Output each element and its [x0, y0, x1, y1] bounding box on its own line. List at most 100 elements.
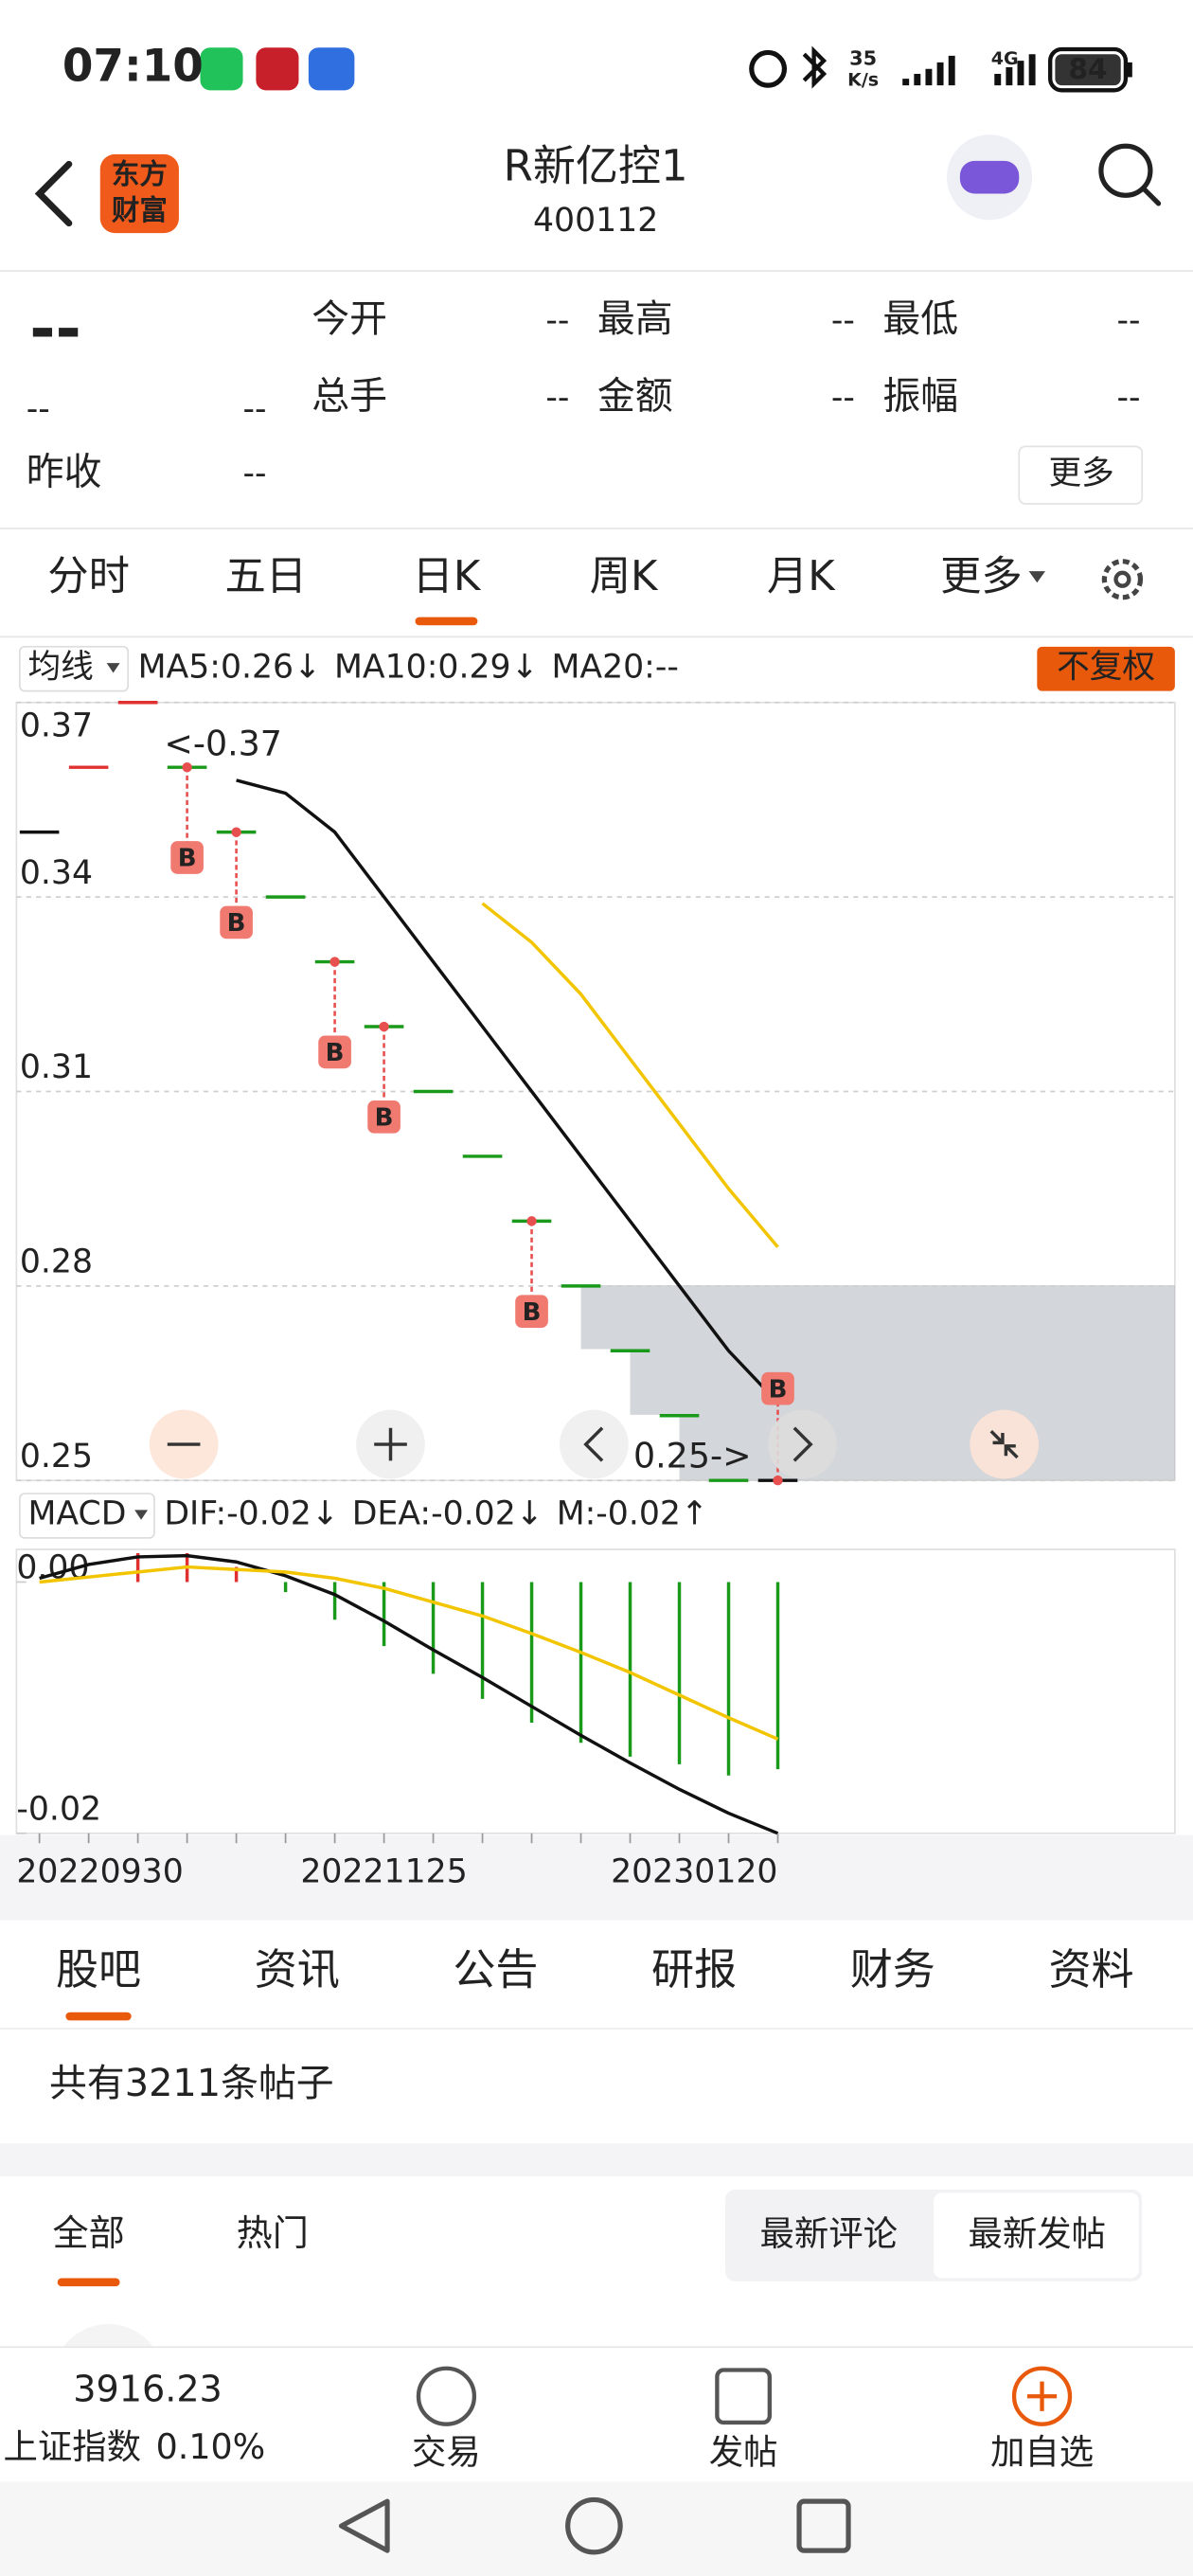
- dropdown-arrow: [1028, 571, 1045, 583]
- add-icon[interactable]: [1011, 2366, 1073, 2426]
- buy-dot: [231, 827, 241, 837]
- buy-badge: [367, 1100, 401, 1134]
- tab-underline: [415, 617, 478, 626]
- logo: [99, 153, 179, 234]
- indicator-select[interactable]: 均线: [28, 648, 94, 686]
- trade-icon[interactable]: [416, 2366, 477, 2426]
- quote-value: --: [1116, 302, 1140, 340]
- buy-label: B: [375, 1104, 394, 1133]
- post-count: 共有3211条帖子: [49, 2062, 334, 2105]
- nav-back[interactable]: [338, 2498, 390, 2553]
- post-icon[interactable]: [715, 2368, 773, 2425]
- period-tab[interactable]: 周K: [590, 553, 659, 600]
- nav-recent[interactable]: [796, 2498, 851, 2553]
- battery: 84: [1069, 53, 1108, 85]
- back-button[interactable]: [34, 160, 73, 227]
- news-tab[interactable]: 股吧: [56, 1944, 141, 1995]
- quote-label: 最低: [882, 297, 958, 341]
- quote-value: --: [545, 379, 569, 417]
- legend-entry: MA5:0.26↓: [138, 648, 322, 686]
- more-text[interactable]: 更多: [1048, 455, 1113, 492]
- index-value: 3916.23: [73, 2369, 223, 2410]
- buy-label: B: [227, 909, 246, 938]
- buy-label: B: [769, 1375, 788, 1404]
- app-icon: [308, 47, 355, 91]
- change-pct: --: [243, 390, 267, 428]
- action-label[interactable]: 发帖: [709, 2431, 778, 2472]
- indicator-select[interactable]: MACD: [28, 1495, 127, 1533]
- quote-label: 金额: [597, 375, 673, 419]
- change: --: [27, 390, 50, 428]
- period-tab[interactable]: 更多: [940, 553, 1023, 600]
- buy-label: B: [326, 1039, 345, 1067]
- buy-badge: [515, 1295, 548, 1329]
- quote-value: --: [831, 302, 855, 340]
- quote-label: 振幅: [882, 375, 958, 419]
- battery-level: [1055, 54, 1121, 86]
- period-tab[interactable]: 五日: [224, 553, 307, 600]
- ma-selector[interactable]: [18, 645, 130, 692]
- battery-icon: [1048, 46, 1129, 93]
- adjust-button[interactable]: [1037, 646, 1175, 691]
- buy-dot: [773, 1475, 783, 1486]
- buy-badge: [761, 1371, 794, 1405]
- app-icon: [200, 47, 243, 91]
- period-tab[interactable]: 分时: [47, 553, 130, 600]
- add-plus: [1026, 2381, 1058, 2411]
- buy-dot: [526, 1216, 537, 1226]
- dropdown-arrow: [134, 1510, 149, 1520]
- logo-text: 财富: [112, 194, 168, 226]
- search-handle: [1141, 186, 1162, 206]
- buy-badge: [318, 1035, 351, 1069]
- logo-text: 东方: [112, 158, 168, 190]
- news-tab[interactable]: 公告: [453, 1944, 538, 1995]
- period-tab[interactable]: 月K: [767, 553, 836, 600]
- min-annotation: 0.25->: [633, 1435, 752, 1476]
- adjust-text[interactable]: 不复权: [1057, 648, 1155, 686]
- legend-entry: M:-0.02↑: [557, 1495, 708, 1533]
- macd-selector[interactable]: [18, 1493, 155, 1539]
- news-tab[interactable]: 财务: [850, 1944, 935, 1995]
- index-name: 上证指数: [4, 2426, 142, 2467]
- x-tick-label: 20221125: [300, 1852, 467, 1890]
- buy-dot: [182, 761, 192, 773]
- macd-line: [39, 1565, 779, 1741]
- news-tab[interactable]: 研报: [651, 1944, 737, 1995]
- buy-badge: [170, 841, 204, 874]
- more-button[interactable]: [1018, 445, 1144, 505]
- alarm-icon: [749, 49, 788, 88]
- bluetooth-icon: [802, 45, 828, 89]
- chart-control[interactable]: [768, 1409, 837, 1479]
- nav-home[interactable]: [565, 2496, 623, 2555]
- action-label[interactable]: 加自选: [990, 2431, 1094, 2472]
- search-button[interactable]: [1098, 143, 1153, 198]
- settings-button[interactable]: [1101, 559, 1144, 600]
- action-label[interactable]: 交易: [412, 2431, 481, 2472]
- chart-control[interactable]: [560, 1409, 629, 1479]
- stock-name: R新亿控1: [504, 141, 688, 191]
- y-tick-label: 0.28: [20, 1243, 93, 1281]
- chart-control[interactable]: [970, 1409, 1040, 1479]
- macd-line: [39, 1553, 779, 1835]
- buy-badge: [220, 905, 253, 939]
- news-tab[interactable]: 资讯: [255, 1944, 340, 1995]
- sort-button[interactable]: 最新评论: [759, 2213, 898, 2254]
- tab-underline: [57, 2278, 120, 2287]
- quote-label: 今开: [312, 297, 387, 341]
- sort-button[interactable]: 最新发帖: [969, 2213, 1107, 2254]
- index-change: 0.10%: [156, 2426, 266, 2467]
- filter-tab[interactable]: 热门: [237, 2212, 309, 2254]
- stock-code: 400112: [533, 202, 658, 240]
- buy-dot: [329, 957, 340, 967]
- quote-label: 总手: [312, 375, 387, 419]
- filter-tab[interactable]: 全部: [53, 2212, 125, 2254]
- news-tab[interactable]: 资料: [1048, 1944, 1133, 1995]
- network: 4G: [991, 48, 1019, 69]
- period-tab[interactable]: 日K: [413, 553, 482, 600]
- legend-entry: DEA:-0.02↓: [352, 1495, 543, 1533]
- quote-value: --: [545, 302, 569, 340]
- legend-entry: MA20:--: [551, 648, 678, 686]
- quote-value: --: [831, 379, 855, 417]
- signal-icon: [902, 54, 1036, 86]
